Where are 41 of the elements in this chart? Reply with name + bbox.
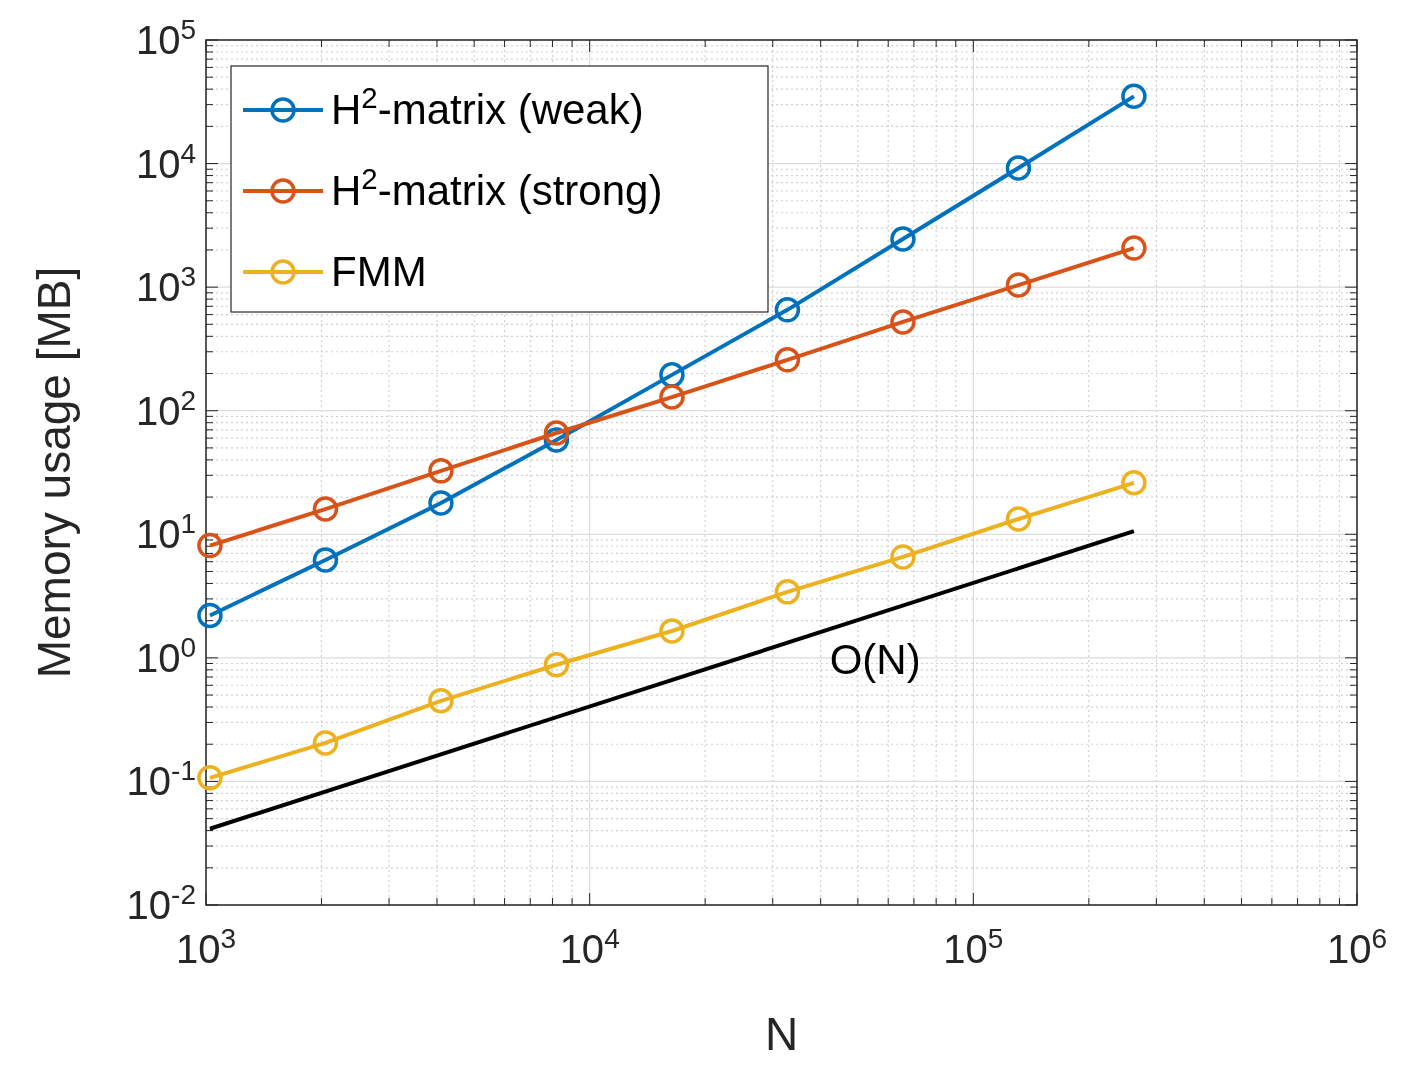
point [428,688,454,714]
x-tick-label: 10$^{4}$ [559,922,620,971]
point [428,490,454,516]
y-tick-label: 10$^{-1}$ [126,754,196,804]
point [774,347,801,373]
point [659,384,685,410]
point [774,297,801,323]
x-tick-label: 10$^{5}$ [943,922,1004,971]
legend-label: H$^{2}$-matrix (weak) [331,80,644,133]
legend-label: H$^{2}$-matrix (strong) [331,161,663,214]
point [1005,155,1032,181]
y-axis-title: Memory usage [MB] [28,266,80,679]
annotation: O(N) [829,636,921,684]
y-tick-label: 10$^{1}$ [135,507,196,557]
point [659,618,685,644]
point [774,579,801,605]
point [1121,470,1147,496]
legend-label: FMM [331,248,427,295]
point [312,730,339,756]
point [1121,83,1147,110]
point [890,309,916,335]
point [1005,506,1032,532]
point [197,765,223,791]
point [543,651,570,678]
y-tick-label: 10$^{0}$ [135,631,196,680]
point [312,496,339,522]
point [428,458,454,484]
y-tick-label: 10$^{3}$ [135,260,196,310]
point [197,602,223,629]
point [312,547,339,573]
point [890,544,916,570]
point [543,420,570,446]
point [890,226,916,252]
x-axis-title: N [764,1008,799,1060]
point [197,532,223,559]
point [1005,272,1032,298]
y-tick-label: 10$^{2}$ [135,384,196,433]
point [1121,235,1147,261]
y-tick-label: 10$^{4}$ [135,137,196,186]
x-tick-label: 10$^{6}$ [1326,922,1388,971]
y-tick-label: 10$^{5}$ [135,13,196,62]
